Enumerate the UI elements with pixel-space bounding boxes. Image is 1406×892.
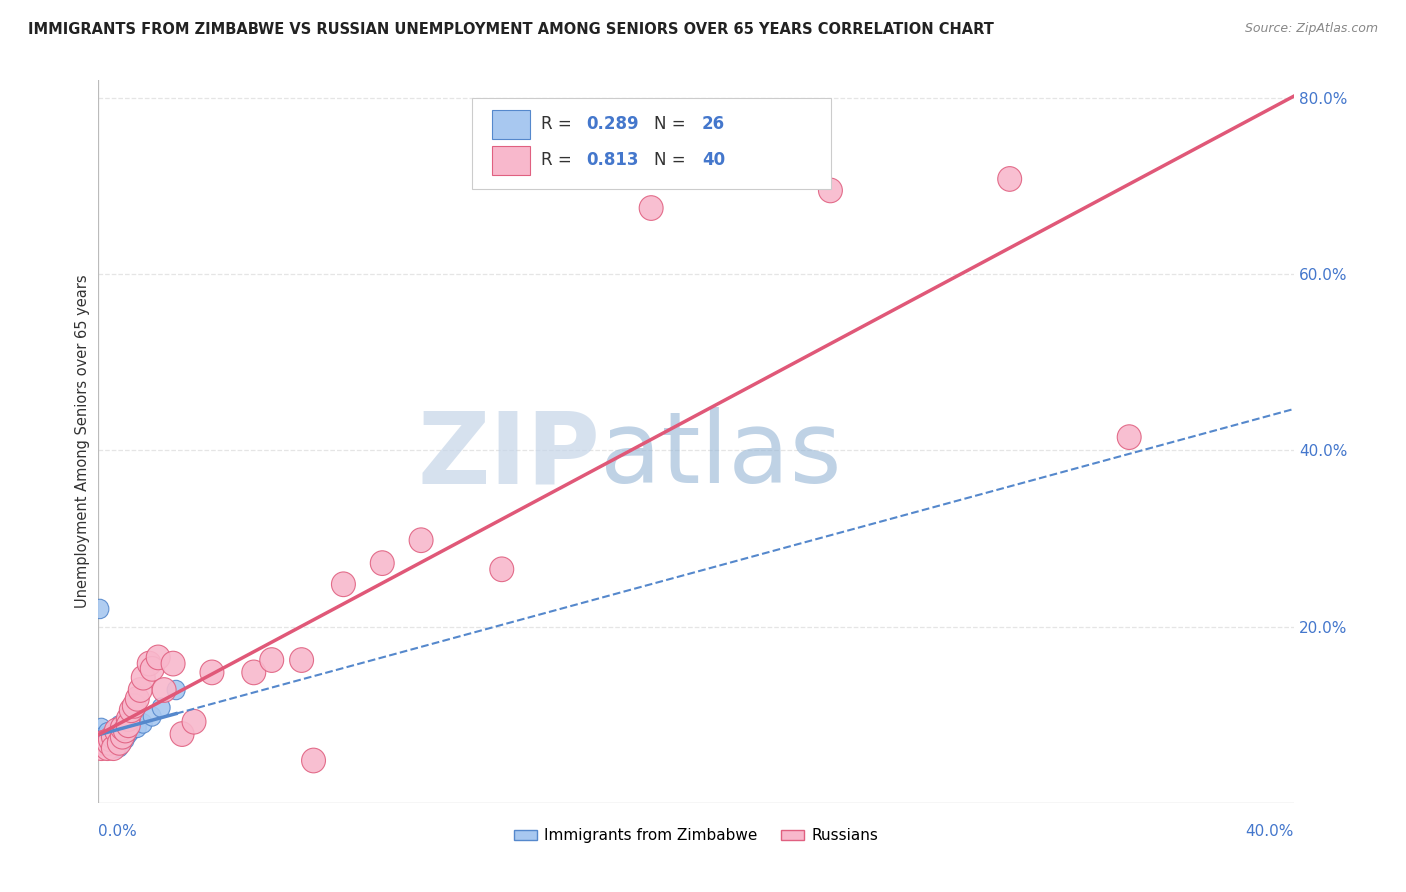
- Ellipse shape: [98, 727, 122, 752]
- Ellipse shape: [143, 706, 162, 726]
- Ellipse shape: [101, 736, 125, 761]
- Ellipse shape: [93, 731, 117, 756]
- Ellipse shape: [152, 678, 176, 702]
- Ellipse shape: [104, 718, 128, 743]
- Ellipse shape: [152, 698, 170, 717]
- Ellipse shape: [111, 738, 128, 757]
- Ellipse shape: [120, 724, 138, 744]
- Ellipse shape: [409, 528, 433, 552]
- Ellipse shape: [96, 736, 114, 756]
- Ellipse shape: [146, 645, 170, 670]
- Ellipse shape: [290, 648, 314, 673]
- Ellipse shape: [120, 698, 143, 723]
- Ellipse shape: [90, 736, 114, 761]
- Legend: Immigrants from Zimbabwe, Russians: Immigrants from Zimbabwe, Russians: [508, 822, 884, 849]
- Ellipse shape: [111, 715, 135, 740]
- Ellipse shape: [114, 718, 138, 743]
- Ellipse shape: [100, 738, 118, 757]
- Text: ZIP: ZIP: [418, 408, 600, 505]
- Ellipse shape: [111, 724, 135, 749]
- Text: 0.0%: 0.0%: [98, 824, 138, 839]
- Ellipse shape: [167, 681, 186, 699]
- Ellipse shape: [260, 648, 284, 673]
- Text: Source: ZipAtlas.com: Source: ZipAtlas.com: [1244, 22, 1378, 36]
- Ellipse shape: [135, 714, 152, 733]
- Ellipse shape: [818, 178, 842, 202]
- Text: N =: N =: [654, 115, 690, 133]
- Ellipse shape: [489, 557, 513, 582]
- Ellipse shape: [117, 730, 135, 749]
- Ellipse shape: [138, 651, 162, 676]
- Text: R =: R =: [541, 115, 576, 133]
- Ellipse shape: [640, 195, 664, 220]
- Ellipse shape: [114, 733, 131, 753]
- Ellipse shape: [104, 724, 122, 744]
- Ellipse shape: [301, 748, 326, 772]
- Text: 40: 40: [702, 152, 725, 169]
- Text: 40.0%: 40.0%: [1246, 824, 1294, 839]
- Ellipse shape: [128, 718, 146, 738]
- Ellipse shape: [91, 599, 108, 619]
- Ellipse shape: [122, 721, 141, 740]
- Text: R =: R =: [541, 152, 576, 169]
- Ellipse shape: [117, 706, 141, 731]
- Ellipse shape: [97, 731, 121, 756]
- Ellipse shape: [128, 678, 152, 702]
- Ellipse shape: [332, 572, 356, 597]
- Text: N =: N =: [654, 152, 690, 169]
- Ellipse shape: [200, 660, 224, 685]
- Ellipse shape: [141, 657, 165, 681]
- Ellipse shape: [97, 727, 115, 747]
- Ellipse shape: [170, 722, 194, 747]
- Ellipse shape: [107, 739, 125, 758]
- Ellipse shape: [162, 651, 186, 676]
- Ellipse shape: [98, 733, 117, 753]
- Ellipse shape: [94, 727, 112, 747]
- Text: IMMIGRANTS FROM ZIMBABWE VS RUSSIAN UNEMPLOYMENT AMONG SENIORS OVER 65 YEARS COR: IMMIGRANTS FROM ZIMBABWE VS RUSSIAN UNEM…: [28, 22, 994, 37]
- Ellipse shape: [101, 730, 120, 749]
- Ellipse shape: [96, 730, 114, 749]
- Ellipse shape: [125, 687, 149, 711]
- Ellipse shape: [998, 167, 1022, 191]
- Text: 0.813: 0.813: [586, 152, 638, 169]
- Ellipse shape: [104, 727, 122, 747]
- Ellipse shape: [111, 715, 128, 735]
- FancyBboxPatch shape: [492, 146, 530, 175]
- Ellipse shape: [122, 694, 146, 718]
- Ellipse shape: [98, 723, 117, 742]
- Text: 0.289: 0.289: [586, 115, 638, 133]
- Text: 26: 26: [702, 115, 725, 133]
- Ellipse shape: [183, 709, 207, 734]
- Text: atlas: atlas: [600, 408, 842, 505]
- Ellipse shape: [101, 733, 120, 753]
- Ellipse shape: [96, 736, 120, 761]
- FancyBboxPatch shape: [492, 110, 530, 139]
- Y-axis label: Unemployment Among Seniors over 65 years: Unemployment Among Seniors over 65 years: [75, 275, 90, 608]
- Ellipse shape: [93, 718, 111, 738]
- Ellipse shape: [1118, 425, 1142, 450]
- Ellipse shape: [117, 713, 141, 738]
- Ellipse shape: [107, 731, 131, 756]
- Ellipse shape: [91, 731, 115, 756]
- Ellipse shape: [242, 660, 266, 685]
- Ellipse shape: [101, 724, 125, 749]
- FancyBboxPatch shape: [472, 98, 831, 189]
- Ellipse shape: [370, 550, 394, 575]
- Ellipse shape: [131, 665, 155, 690]
- Ellipse shape: [107, 733, 125, 753]
